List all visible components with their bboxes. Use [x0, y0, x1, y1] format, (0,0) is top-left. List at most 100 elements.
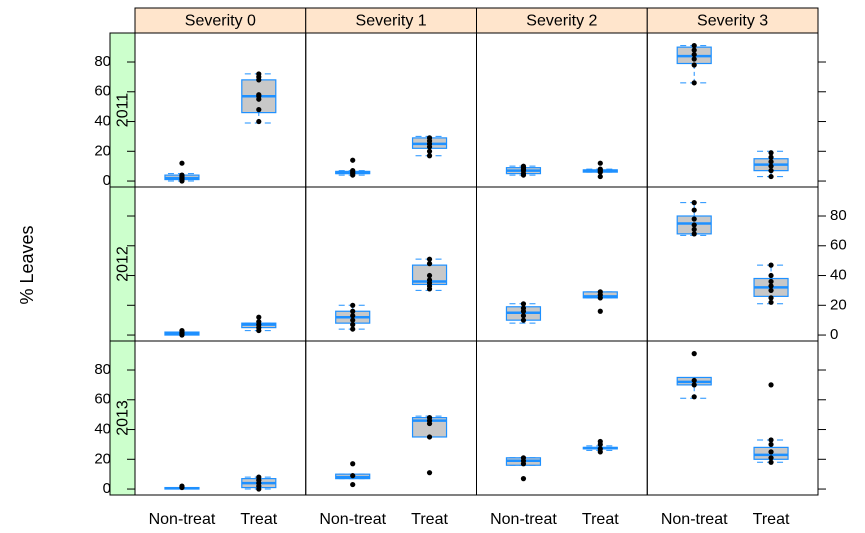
- data-point: [768, 459, 774, 465]
- data-point: [597, 308, 603, 314]
- data-point: [350, 168, 356, 174]
- data-point: [597, 173, 603, 180]
- x-tick-label: Non-treat: [149, 511, 216, 528]
- data-point: [426, 261, 433, 267]
- y-tick-label: 60: [94, 391, 111, 408]
- data-point: [768, 163, 774, 169]
- data-point: [597, 446, 603, 452]
- data-point: [426, 415, 433, 421]
- panel: [134, 186, 307, 342]
- data-point: [691, 382, 697, 388]
- data-point: [520, 163, 527, 169]
- data-point: [691, 394, 697, 400]
- column-strip-label: Severity 0: [185, 13, 256, 30]
- data-point: [256, 71, 262, 77]
- data-point: [350, 461, 356, 467]
- data-point: [426, 256, 433, 262]
- row-strip-label: 2012: [115, 246, 132, 282]
- data-point: [691, 47, 697, 53]
- data-point: [426, 277, 433, 283]
- data-point: [768, 159, 774, 165]
- data-point: [768, 278, 774, 285]
- data-point: [768, 449, 774, 455]
- data-point: [691, 226, 697, 233]
- data-point: [768, 299, 774, 305]
- data-point: [426, 135, 433, 141]
- data-point: [520, 305, 527, 311]
- panel: [646, 340, 819, 496]
- data-point: [256, 319, 262, 325]
- data-point: [597, 166, 603, 172]
- row-strip-label: 2013: [115, 400, 132, 436]
- data-point: [350, 322, 356, 328]
- data-point: [179, 327, 185, 334]
- y-tick-label: 60: [830, 237, 847, 254]
- column-strip: [134, 7, 307, 34]
- panel: [305, 340, 477, 496]
- data-point: [426, 148, 433, 154]
- data-point: [256, 118, 262, 125]
- y-tick-label: 80: [830, 207, 847, 224]
- x-tick-label: Treat: [240, 511, 277, 528]
- x-tick-label: Treat: [753, 511, 790, 528]
- data-point: [256, 107, 262, 113]
- data-point: [768, 441, 774, 448]
- x-tick-label: Treat: [411, 511, 448, 528]
- data-point: [691, 43, 697, 49]
- y-tick-label: 0: [103, 480, 111, 497]
- data-point: [426, 434, 433, 440]
- data-point: [768, 437, 774, 443]
- data-point: [350, 308, 356, 314]
- column-strip: [646, 7, 819, 34]
- y-tick-label: 20: [94, 450, 111, 467]
- data-point: [350, 313, 356, 319]
- data-point: [256, 314, 262, 320]
- data-point: [691, 377, 697, 384]
- data-point: [768, 154, 774, 160]
- data-point: [597, 160, 603, 166]
- data-point: [691, 80, 697, 86]
- data-point: [179, 172, 185, 178]
- panel: [134, 32, 307, 188]
- x-tick-label: Treat: [582, 511, 619, 528]
- data-point: [350, 317, 356, 323]
- data-point: [768, 287, 774, 294]
- data-point: [350, 473, 356, 479]
- y-axis-label: % Leaves: [17, 225, 37, 304]
- data-point: [691, 51, 697, 58]
- data-point: [691, 200, 697, 206]
- row-strip-label: 2011: [115, 93, 132, 128]
- y-tick-label: 0: [103, 172, 111, 189]
- data-point: [350, 326, 356, 332]
- y-tick-label: 0: [830, 326, 838, 343]
- data-point: [426, 153, 433, 159]
- data-point: [691, 62, 697, 68]
- data-point: [691, 216, 697, 222]
- data-point: [691, 231, 697, 237]
- data-point: [350, 302, 356, 308]
- y-tick-label: 60: [94, 83, 111, 100]
- x-tick-label: Non-treat: [319, 511, 386, 528]
- data-point: [426, 470, 433, 476]
- panel: [476, 186, 648, 342]
- panel: [305, 186, 477, 342]
- y-tick-label: 80: [94, 361, 111, 378]
- column-strip-label: Severity 3: [697, 13, 768, 30]
- data-point: [768, 262, 774, 268]
- data-point: [520, 455, 527, 461]
- data-point: [768, 283, 774, 289]
- data-point: [350, 481, 356, 488]
- panel: [476, 340, 648, 496]
- data-point: [768, 173, 774, 180]
- x-tick-label: Non-treat: [490, 511, 557, 528]
- panel: [646, 32, 819, 188]
- x-tick-label: Non-treat: [661, 511, 728, 528]
- data-point: [597, 289, 603, 295]
- data-point: [256, 92, 262, 98]
- y-tick-label: 40: [830, 267, 847, 284]
- data-point: [768, 455, 774, 461]
- data-point: [768, 382, 774, 388]
- data-point: [520, 301, 527, 307]
- panel: [134, 340, 307, 496]
- data-point: [768, 168, 774, 174]
